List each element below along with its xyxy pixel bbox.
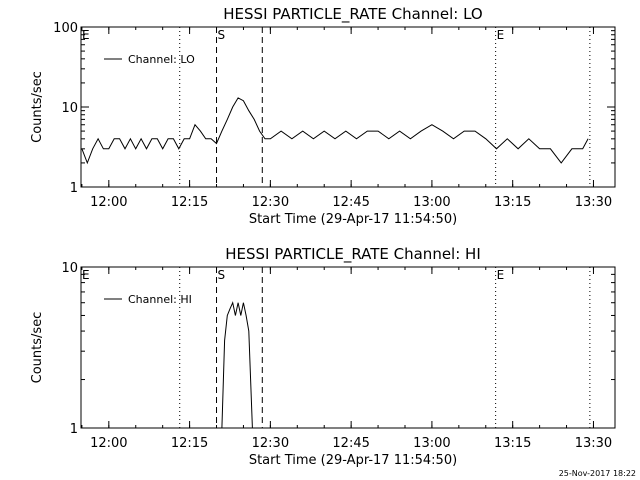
x-tick-label-0-1: 12:15 xyxy=(171,195,208,210)
series-line-0-0 xyxy=(81,97,589,165)
x-tick-label-1-2: 12:30 xyxy=(252,436,289,451)
marker-label-1-2: S xyxy=(218,268,226,282)
x-tick-label-1-1: 12:15 xyxy=(171,436,208,451)
y-tick-label-1-1: 10 xyxy=(61,261,78,276)
plot-frame-1 xyxy=(80,266,616,429)
x-tick-label-0-0: 12:00 xyxy=(90,195,127,210)
y-tick-label-1-0: 1 xyxy=(70,422,78,437)
series-line-1-0 xyxy=(221,301,253,429)
y-tick-label-0-1: 10 xyxy=(61,101,78,116)
marker-label-0-2: S xyxy=(218,28,226,42)
footer-stamp: 25-Nov-2017 18:22 xyxy=(559,469,636,478)
x-tick-label-0-2: 12:30 xyxy=(252,195,289,210)
legend-label-0: Channel: LO xyxy=(128,53,195,66)
x-tick-label-0-5: 13:15 xyxy=(494,195,531,210)
x-axis-label-0: Start Time (29-Apr-17 11:54:50) xyxy=(249,212,457,227)
x-tick-label-0-3: 12:45 xyxy=(332,195,369,210)
x-tick-label-1-6: 13:30 xyxy=(575,436,612,451)
chart-title-0: HESSI PARTICLE_RATE Channel: LO xyxy=(223,5,482,24)
x-tick-label-1-4: 13:00 xyxy=(413,436,450,451)
marker-label-0-0: E xyxy=(82,28,90,42)
marker-label-0-4: E xyxy=(497,28,505,42)
y-tick-label-0-2: 100 xyxy=(53,21,78,36)
chart-title-1: HESSI PARTICLE_RATE Channel: HI xyxy=(225,245,481,264)
plot-frame-0 xyxy=(80,26,616,188)
legend-label-1: Channel: HI xyxy=(128,293,192,306)
x-tick-label-1-0: 12:00 xyxy=(90,436,127,451)
marker-label-1-4: E xyxy=(497,268,505,282)
x-tick-label-0-4: 13:00 xyxy=(413,195,450,210)
y-axis-label-0: Counts/sec xyxy=(30,71,45,143)
marker-label-1-0: E xyxy=(82,268,90,282)
x-tick-label-1-3: 12:45 xyxy=(332,436,369,451)
x-tick-label-0-6: 13:30 xyxy=(575,195,612,210)
x-tick-label-1-5: 13:15 xyxy=(494,436,531,451)
x-axis-label-1: Start Time (29-Apr-17 11:54:50) xyxy=(249,453,457,468)
y-axis-label-1: Counts/sec xyxy=(30,312,45,384)
y-tick-label-0-0: 1 xyxy=(70,181,78,196)
